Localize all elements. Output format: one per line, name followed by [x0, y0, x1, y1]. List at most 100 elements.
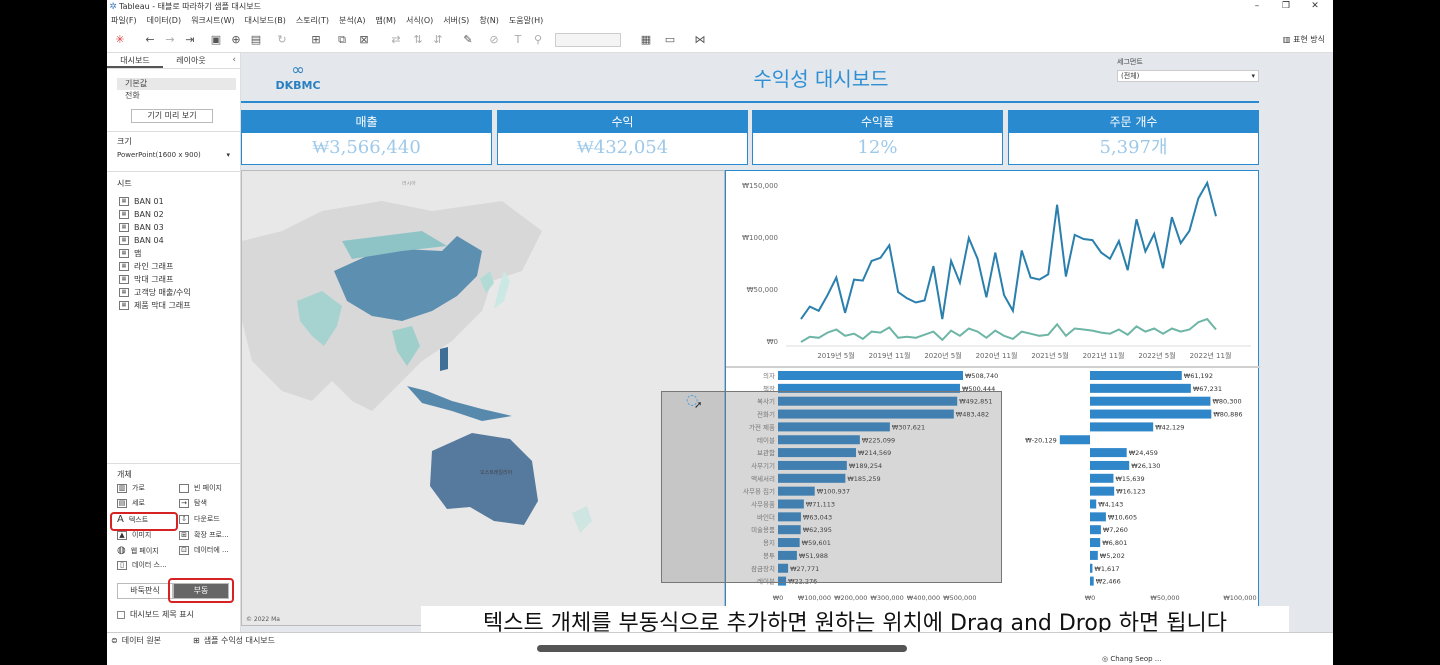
restore-button[interactable]: ❐ [1281, 1, 1291, 11]
x-tick-label: 2019년 11월 [869, 351, 911, 360]
globe-icon: ◍ [117, 545, 126, 556]
new-worksheet-icon[interactable]: ⊞ [311, 33, 321, 46]
sheet-item[interactable]: ▦ 막대 그래프 [107, 273, 240, 286]
device-preview-button[interactable]: 기기 미리 보기 [131, 109, 213, 123]
device-phone[interactable]: 전화 [125, 91, 140, 100]
menu-dashboard[interactable]: 대시보드(B) [244, 15, 286, 25]
group-icon[interactable]: ⊘ [489, 33, 499, 46]
sheet-item[interactable]: ▦ BAN 01 [107, 195, 240, 208]
menu-server[interactable]: 서버(S) [443, 15, 470, 25]
philippines-region[interactable] [440, 347, 448, 371]
cards-icon[interactable]: ▦ [640, 33, 652, 46]
profit-map[interactable]: 러시아 오스트레일리아 © 2022 Ma [241, 170, 725, 626]
fit-dropdown[interactable] [555, 33, 621, 47]
minimize-button[interactable]: – [1254, 1, 1260, 11]
pause-updates-icon[interactable]: ▤ [250, 33, 262, 46]
object-label: 데이터 스... [132, 561, 167, 569]
category-label: 봉투 [763, 552, 775, 560]
india-region[interactable] [297, 291, 342, 346]
size-select[interactable]: PowerPoint(1600 x 900) ▾ [117, 151, 230, 159]
object-download[interactable]: ⇩ 다운로드 [179, 514, 220, 524]
mongolia-region[interactable] [342, 231, 447, 259]
worksheet-icon: ▦ [119, 301, 129, 310]
indochina-region[interactable] [392, 326, 420, 366]
object-extension[interactable]: ⊞ 확장 프로... [179, 530, 229, 540]
collapse-icon[interactable]: ‹ [232, 55, 236, 65]
pin-icon[interactable]: ⚲ [533, 33, 543, 46]
floating-button[interactable]: 부동 [173, 583, 229, 599]
sheet-tab[interactable]: ⊞ 샘플 수익성 대시보드 [193, 635, 275, 646]
dashboard-canvas: ∞ DKBMC 수익성 대시보드 세그먼트 (전체) ▾ 매출 ₩3,566,440… [241, 53, 1333, 642]
worksheet-icon: ▦ [119, 275, 129, 284]
object-data-story[interactable]: ▯ 데이터 스... [117, 560, 167, 570]
segment-select[interactable]: (전체) ▾ [1117, 70, 1259, 82]
menu-file[interactable]: 파일(F) [111, 15, 137, 25]
object-vertical[interactable]: ▤ 세로 [117, 498, 145, 508]
menu-worksheet[interactable]: 워크시트(W) [191, 15, 235, 25]
tableau-home-icon[interactable]: ✳ [115, 33, 125, 46]
sales-bar [778, 563, 789, 573]
sheet-item[interactable]: ▦ BAN 04 [107, 234, 240, 247]
object-image[interactable]: ▲ 이미지 [117, 530, 151, 540]
profit-bar-label: ₩10,605 [1108, 513, 1137, 521]
sheet-item[interactable]: ▦ 고객당 매출/수익 [107, 286, 240, 299]
refresh-icon[interactable]: ↻ [277, 33, 287, 46]
sheet-item[interactable]: ▦ BAN 03 [107, 221, 240, 234]
device-default[interactable]: 기본값 [117, 78, 236, 90]
sort-asc-icon[interactable]: ⇅ [413, 33, 423, 46]
user-menu[interactable]: ◎ Chang Seop ... [1102, 655, 1161, 663]
show-me-button[interactable]: ▥ 표현 방식 [1283, 34, 1325, 45]
object-text[interactable]: A 텍스트 [117, 514, 148, 525]
show-title-checkbox[interactable]: 대시보드 제목 표시 [117, 609, 194, 620]
share-icon[interactable]: ⋈ [694, 33, 706, 46]
data-source-tab[interactable]: ⊜ 데이터 원본 [111, 635, 161, 646]
japan-region[interactable] [494, 271, 510, 309]
australia-region[interactable] [430, 433, 538, 525]
new-zealand-region[interactable] [572, 506, 592, 533]
swap-icon[interactable]: ⇄ [391, 33, 401, 46]
object-label: 빈 페이지 [194, 484, 222, 492]
sheet-label: BAN 03 [134, 223, 164, 232]
presentation-icon[interactable]: ▭ [664, 33, 676, 46]
sheet-item[interactable]: ▦ 맵 [107, 247, 240, 260]
sort-desc-icon[interactable]: ⇵ [433, 33, 443, 46]
save-icon[interactable]: ▣ [210, 33, 222, 46]
horizontal-scrollbar[interactable] [537, 645, 907, 652]
menu-analysis[interactable]: 분석(A) [339, 15, 366, 25]
clear-sheet-icon[interactable]: ⊠ [359, 33, 369, 46]
label-icon[interactable]: T [514, 33, 522, 46]
object-blank[interactable]: 빈 페이지 [179, 483, 222, 493]
menu-help[interactable]: 도움말(H) [508, 15, 544, 25]
object-webpage[interactable]: ◍ 웹 페이지 [117, 545, 159, 556]
sales-bar-label: ₩225,099 [862, 436, 895, 444]
object-data-link[interactable]: ⊡ 데이터에 ... [179, 545, 229, 555]
tab-dashboard[interactable]: 대시보드 [107, 53, 163, 68]
close-button[interactable]: ✕ [1311, 1, 1319, 11]
duplicate-icon[interactable]: ⧉ [338, 33, 346, 46]
kpi-value: ₩432,054 [576, 137, 669, 158]
object-horizontal[interactable]: ▥ 가로 [117, 483, 145, 493]
menu-map[interactable]: 맵(M) [375, 15, 396, 25]
indonesia-region[interactable] [407, 386, 512, 421]
sheet-item[interactable]: ▦ BAN 02 [107, 208, 240, 221]
floating-drag-area[interactable]: ◌ ➚ [661, 391, 1002, 583]
replay-icon[interactable]: ⇥ [185, 33, 195, 46]
menu-format[interactable]: 서식(O) [406, 15, 434, 25]
menu-story[interactable]: 스토리(T) [295, 15, 330, 25]
tiled-button[interactable]: 바둑판식 [117, 583, 173, 599]
menu-data[interactable]: 데이터(D) [146, 15, 182, 25]
redo-icon[interactable]: → [165, 33, 175, 46]
floating-highlight [168, 578, 234, 603]
korea-region[interactable] [480, 271, 494, 293]
highlight-icon[interactable]: ✎ [463, 33, 473, 46]
profit-bar-label: ₩15,639 [1115, 475, 1144, 483]
tab-layout[interactable]: 레이아웃 [176, 56, 206, 65]
new-datasource-icon[interactable]: ⊕ [231, 33, 241, 46]
object-navigation[interactable]: → 탐색 [179, 498, 207, 508]
company-logo: ∞ DKBMC [263, 61, 333, 93]
sheet-item[interactable]: ▦ 라인 그래프 [107, 260, 240, 273]
sheet-item[interactable]: ▦ 제품 막대 그래프 [107, 299, 240, 312]
menu-window[interactable]: 창(N) [479, 15, 499, 25]
undo-icon[interactable]: ← [145, 33, 155, 46]
china-region[interactable] [334, 236, 482, 321]
